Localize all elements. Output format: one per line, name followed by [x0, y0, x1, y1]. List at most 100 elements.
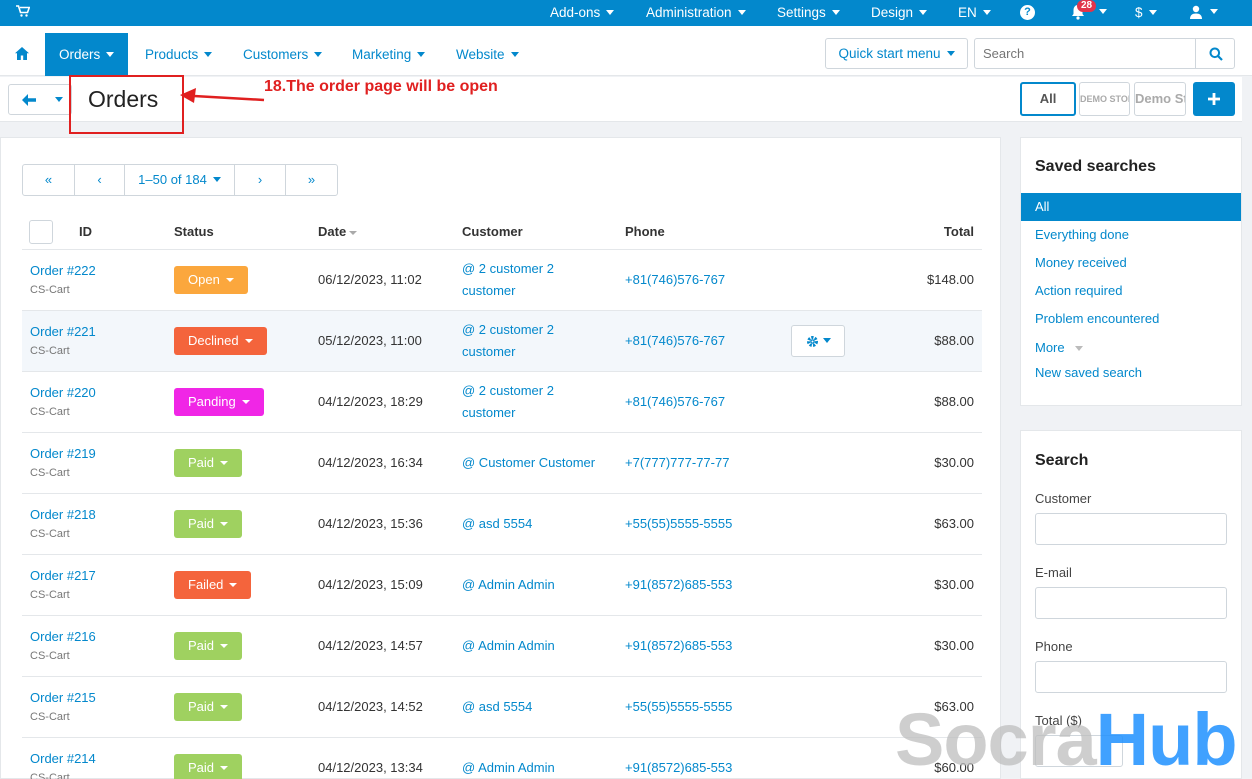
order-status-dropdown[interactable]: Paid: [174, 448, 243, 477]
order-link[interactable]: Order #220: [30, 385, 96, 400]
header-phone[interactable]: Phone: [625, 215, 791, 250]
order-link[interactable]: Order #216: [30, 629, 96, 644]
nav-products[interactable]: Products: [131, 33, 226, 76]
table-row[interactable]: Order #216 CS-Cart Paid 04/12/2023, 14:57 @ …: [22, 615, 982, 677]
saved-search-more[interactable]: More: [1021, 334, 1241, 362]
back-history-dropdown[interactable]: [48, 84, 72, 115]
customer-link[interactable]: @ Admin Admin: [462, 576, 555, 592]
menu-design[interactable]: Design: [871, 0, 928, 26]
menu-add-ons[interactable]: Add-ons: [550, 0, 615, 26]
pager-last-button[interactable]: »: [307, 172, 316, 187]
table-row[interactable]: Order #218 CS-Cart Paid 04/12/2023, 15:36 @ …: [22, 493, 982, 555]
watermark-part2: Hub: [1095, 698, 1238, 779]
add-order-button[interactable]: [1193, 82, 1235, 116]
header-customer[interactable]: Customer: [462, 215, 625, 250]
store-filter-demo-store-logo[interactable]: DEMO STORE: [1079, 82, 1130, 116]
search-button[interactable]: [1195, 38, 1235, 69]
saved-search-problem-encountered[interactable]: Problem encountered: [1035, 311, 1160, 326]
search-input[interactable]: [974, 38, 1196, 69]
table-row[interactable]: Order #215 CS-Cart Paid 04/12/2023, 14:52 @ …: [22, 676, 982, 738]
back-button[interactable]: [8, 84, 49, 115]
select-all-checkbox[interactable]: [29, 219, 53, 244]
pager-next-button[interactable]: ›: [235, 165, 286, 195]
order-status-dropdown[interactable]: Paid: [174, 692, 243, 721]
header-id[interactable]: ID: [79, 224, 92, 240]
order-status-dropdown[interactable]: Declined: [174, 326, 267, 355]
saved-search-money-received[interactable]: Money received: [1035, 255, 1127, 270]
nav-website[interactable]: Website: [442, 33, 533, 76]
order-link[interactable]: Order #219: [30, 446, 96, 461]
phone-link[interactable]: +81(746)576-767: [625, 271, 726, 287]
saved-search-everything-done[interactable]: Everything done: [1035, 227, 1129, 242]
phone-link[interactable]: +81(746)576-767: [625, 393, 726, 409]
user-icon[interactable]: [1189, 5, 1203, 19]
header-total[interactable]: Total: [877, 215, 982, 250]
menu-administration[interactable]: Administration: [646, 0, 746, 26]
order-link[interactable]: Order #214: [30, 751, 96, 766]
customer-link[interactable]: @ asd 5554: [462, 698, 533, 714]
order-link[interactable]: Order #221: [30, 324, 96, 339]
customer-link[interactable]: @ Admin Admin: [462, 637, 555, 653]
nav-marketing[interactable]: Marketing: [338, 33, 439, 76]
customer-link[interactable]: @ 2 customer 2 customer: [462, 260, 554, 298]
table-row[interactable]: Order #222 CS-Cart Open 06/12/2023, 11:02 @ …: [22, 249, 982, 311]
saved-search-all[interactable]: All: [1021, 193, 1241, 221]
customer-link[interactable]: @ Customer Customer: [462, 454, 596, 470]
order-status-dropdown[interactable]: Failed: [174, 570, 252, 599]
help-icon[interactable]: ?: [1020, 5, 1035, 20]
phone-link[interactable]: +7(777)777-77-77: [625, 454, 730, 470]
order-status-dropdown[interactable]: Panding: [174, 387, 264, 416]
home-button[interactable]: [0, 33, 44, 76]
chevron-down-icon: [229, 583, 238, 588]
phone-link[interactable]: +91(8572)685-553: [625, 637, 733, 653]
table-row[interactable]: Order #217 CS-Cart Failed 04/12/2023, 15:09…: [22, 554, 982, 616]
order-status-dropdown[interactable]: Open: [174, 265, 248, 294]
customer-link[interactable]: @ 2 customer 2 customer: [462, 321, 554, 359]
store-filter-all[interactable]: All: [1020, 82, 1076, 116]
order-status-dropdown[interactable]: Paid: [174, 753, 243, 779]
pager-prev-button[interactable]: ‹: [75, 165, 125, 195]
header-date[interactable]: Date: [318, 215, 462, 250]
pager-range-dropdown[interactable]: 1–50 of 184: [125, 165, 235, 195]
table-row[interactable]: Order #219 CS-Cart Paid 04/12/2023, 16:34 @ …: [22, 432, 982, 494]
order-link[interactable]: Order #218: [30, 507, 96, 522]
phone-link[interactable]: +55(55)5555-5555: [625, 698, 733, 714]
pager-first-button[interactable]: «: [23, 165, 75, 195]
nav-orders[interactable]: Orders: [45, 33, 129, 76]
pagination: « ‹ 1–50 of 184 › »: [22, 164, 338, 196]
menu-settings[interactable]: Settings: [777, 0, 840, 26]
order-link[interactable]: Order #217: [30, 568, 96, 583]
new-saved-search-link[interactable]: New saved search: [1035, 365, 1142, 380]
order-link[interactable]: Order #222: [30, 263, 96, 278]
phone-field[interactable]: [1035, 661, 1227, 693]
actions-cell: [791, 310, 877, 372]
order-status-dropdown[interactable]: Paid: [174, 509, 243, 538]
quick-start-menu-button[interactable]: Quick start menu: [825, 38, 968, 69]
customer-cell: @ Admin Admin: [462, 615, 625, 677]
customer-link[interactable]: @ asd 5554: [462, 515, 533, 531]
store-filter-demo-store[interactable]: Demo Store: [1134, 82, 1186, 116]
phone-link[interactable]: +91(8572)685-553: [625, 576, 733, 592]
email-field[interactable]: [1035, 587, 1227, 619]
menu-currency[interactable]: $: [1135, 0, 1157, 26]
table-row[interactable]: Order #221 CS-Cart Declined 05/12/2023, 11:…: [22, 310, 982, 372]
saved-search-action-required[interactable]: Action required: [1035, 283, 1123, 298]
cart-icon[interactable]: [16, 5, 30, 17]
chevron-down-icon: [510, 51, 519, 57]
customer-link[interactable]: @ Admin Admin: [462, 759, 555, 775]
phone-link[interactable]: +91(8572)685-553: [625, 759, 733, 775]
phone-link[interactable]: +81(746)576-767: [625, 332, 726, 348]
total-min-field[interactable]: [1035, 735, 1123, 767]
table-row[interactable]: Order #220 CS-Cart Panding 04/12/2023, 18:2…: [22, 371, 982, 433]
row-actions-button[interactable]: [791, 324, 845, 357]
menu-language[interactable]: EN: [958, 0, 991, 26]
chevron-down-icon: [220, 766, 229, 771]
header-status[interactable]: Status: [174, 215, 318, 250]
customer-field[interactable]: [1035, 513, 1227, 545]
customer-link[interactable]: @ 2 customer 2 customer: [462, 382, 554, 420]
table-row[interactable]: Order #214 CS-Cart Paid 04/12/2023, 13:34 @ …: [22, 737, 982, 779]
order-status-dropdown[interactable]: Paid: [174, 631, 243, 660]
phone-link[interactable]: +55(55)5555-5555: [625, 515, 733, 531]
order-link[interactable]: Order #215: [30, 690, 96, 705]
nav-customers[interactable]: Customers: [229, 33, 336, 76]
